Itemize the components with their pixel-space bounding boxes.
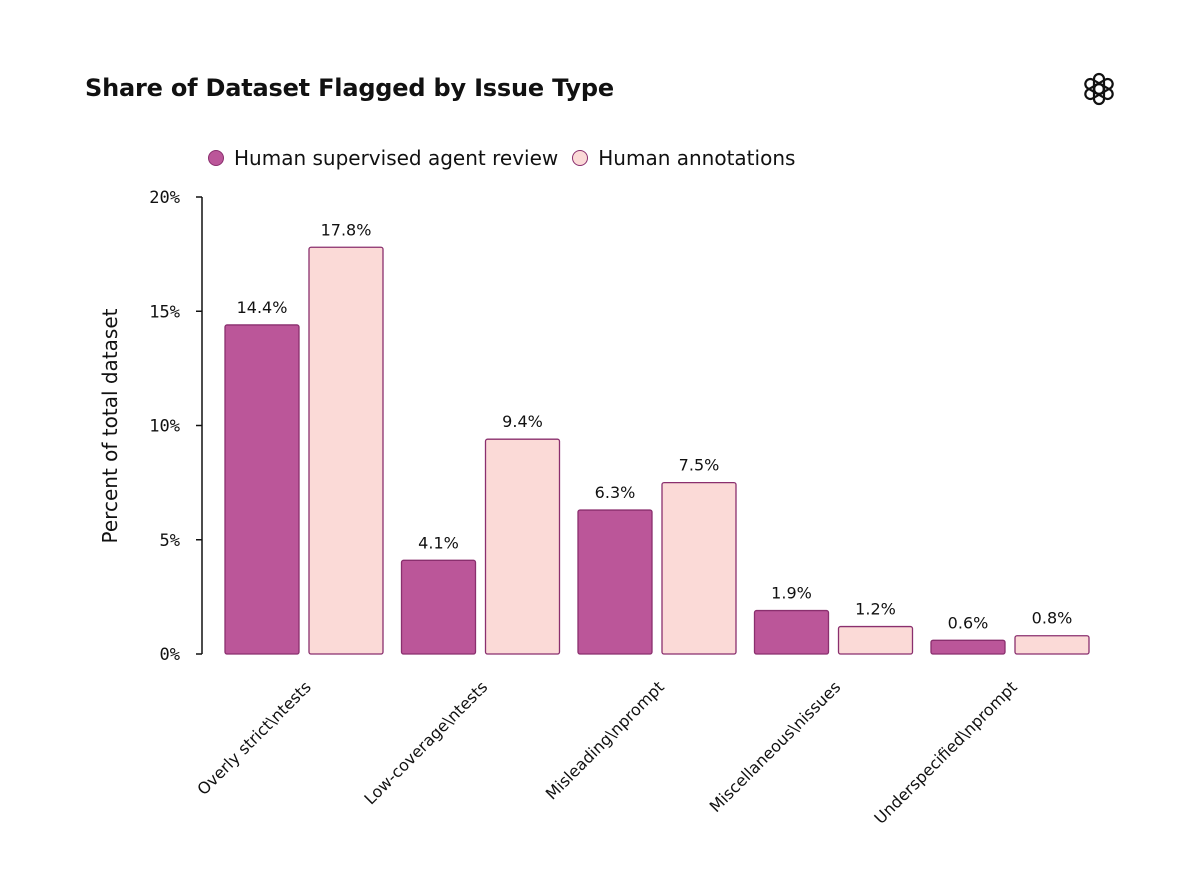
bar-value-label: 14.4% (237, 298, 288, 317)
y-tick-label: 15% (149, 302, 180, 322)
y-tick-label: 10% (149, 417, 180, 437)
bar-value-label: 9.4% (502, 412, 543, 431)
y-axis: 0% 5% 10% 15% 20% (149, 188, 203, 665)
x-category-label: Low-coverage\ntests (360, 677, 491, 808)
bar (308, 246, 384, 655)
x-axis-labels: Overly strict\ntests Low-coverage\ntests M… (193, 677, 1020, 827)
bar-value-label: 0.8% (1032, 609, 1073, 628)
legend-item-agent-review: Human supervised agent review (208, 146, 558, 170)
bar (837, 625, 914, 655)
y-tick-label: 20% (149, 188, 180, 208)
chart-legend: Human supervised agent review Human anno… (208, 143, 809, 173)
y-axis-title: Percent of total dataset (98, 308, 122, 543)
bar (484, 438, 561, 655)
bar (577, 509, 653, 655)
bar (400, 559, 477, 655)
bar-value-label: 1.2% (855, 600, 896, 619)
x-category-label: Misleading\nprompt (542, 677, 668, 803)
bar (224, 324, 300, 655)
legend-swatch-agent-review (208, 150, 224, 166)
legend-label-human-annotations: Human annotations (598, 146, 796, 170)
legend-label-agent-review: Human supervised agent review (234, 146, 559, 170)
x-category-label: Miscellaneous\nissues (706, 677, 845, 816)
legend-item-human-annotations: Human annotations (572, 146, 795, 170)
bar (1014, 635, 1090, 655)
bar-group: 14.4% 4.1% 6.3% 1.9% 0.6% 17.8% 9.4% 7.5% 1.2% 0.… (224, 220, 1090, 655)
x-category-label: Overly strict\ntests (193, 677, 314, 798)
bar-value-label: 1.9% (771, 584, 812, 603)
bar (753, 609, 830, 655)
openai-logo-icon (1084, 72, 1114, 106)
legend-swatch-human-annotations (572, 150, 589, 166)
y-tick-label: 0% (160, 645, 180, 665)
bar-value-label: 0.6% (948, 613, 989, 632)
bar (661, 481, 737, 655)
chart-title: Share of Dataset Flagged by Issue Type (85, 74, 614, 102)
bar (930, 639, 1006, 655)
bar-value-label: 7.5% (679, 456, 720, 475)
x-category-label: Underspecified\nprompt (870, 677, 1020, 827)
bar-value-label: 6.3% (595, 483, 636, 502)
bar-value-label: 17.8% (321, 220, 372, 239)
y-tick-label: 5% (160, 531, 180, 551)
bar-value-label: 4.1% (418, 533, 459, 552)
